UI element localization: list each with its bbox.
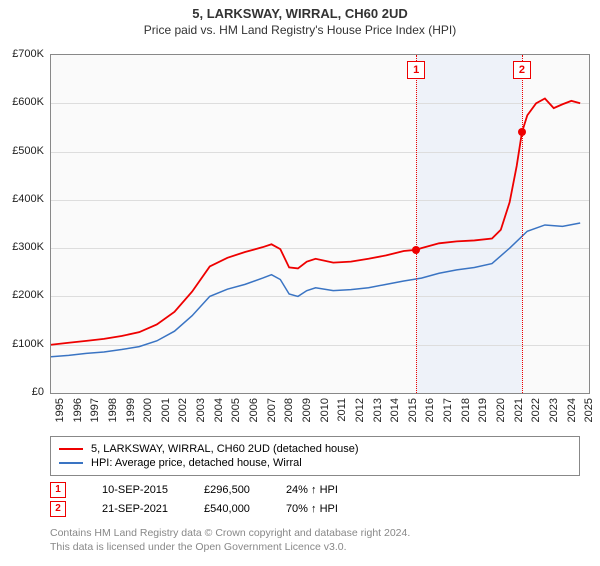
sale-marker-dot [412, 246, 420, 254]
legend-swatch [59, 448, 83, 450]
series-line-hpi [51, 223, 580, 357]
y-tick-label: £0 [32, 386, 44, 398]
sale-marker-dot [518, 128, 526, 136]
y-axis: £0£100K£200K£300K£400K£500K£600K£700K [0, 54, 48, 394]
attribution-line: Contains HM Land Registry data © Crown c… [50, 527, 580, 541]
x-tick-label: 2012 [354, 398, 366, 422]
x-tick-label: 2000 [142, 398, 154, 422]
x-tick-label: 2009 [301, 398, 313, 422]
y-tick-label: £600K [12, 96, 44, 108]
y-tick-label: £400K [12, 193, 44, 205]
x-tick-label: 2008 [283, 398, 295, 422]
chart-plot-area: 12 [50, 54, 590, 394]
y-tick-label: £500K [12, 145, 44, 157]
x-tick-label: 1995 [54, 398, 66, 422]
marker-guideline [416, 55, 417, 393]
page-title: 5, LARKSWAY, WIRRAL, CH60 2UD [0, 6, 600, 21]
x-tick-label: 2001 [160, 398, 172, 422]
x-tick-label: 2018 [460, 398, 472, 422]
x-tick-label: 2020 [495, 398, 507, 422]
sale-delta: 70% ↑ HPI [286, 503, 338, 515]
x-tick-label: 2023 [548, 398, 560, 422]
x-tick-label: 2013 [372, 398, 384, 422]
x-tick-label: 2006 [248, 398, 260, 422]
x-tick-label: 2021 [513, 398, 525, 422]
x-tick-label: 2014 [389, 398, 401, 422]
attribution: Contains HM Land Registry data © Crown c… [50, 527, 580, 554]
marker-guideline [522, 55, 523, 393]
x-tick-label: 2025 [583, 398, 595, 422]
x-tick-label: 2017 [442, 398, 454, 422]
sale-date: 21-SEP-2021 [102, 503, 168, 515]
x-tick-label: 2005 [230, 398, 242, 422]
sale-marker-icon: 2 [50, 501, 66, 517]
sale-marker-label: 2 [513, 61, 531, 79]
x-tick-label: 2003 [195, 398, 207, 422]
x-tick-label: 2010 [319, 398, 331, 422]
legend-label: 5, LARKSWAY, WIRRAL, CH60 2UD (detached … [91, 443, 359, 455]
legend-label: HPI: Average price, detached house, Wirr… [91, 457, 302, 469]
x-tick-label: 1997 [89, 398, 101, 422]
x-tick-label: 2011 [336, 398, 348, 422]
chart-svg [51, 55, 589, 393]
page-subtitle: Price paid vs. HM Land Registry's House … [0, 23, 600, 37]
x-tick-label: 2019 [477, 398, 489, 422]
x-tick-label: 2015 [407, 398, 419, 422]
legend: 5, LARKSWAY, WIRRAL, CH60 2UD (detached … [50, 436, 580, 476]
sale-row: 1 10-SEP-2015 £296,500 24% ↑ HPI [50, 482, 580, 498]
sale-marker-label: 1 [407, 61, 425, 79]
legend-swatch [59, 462, 83, 464]
x-tick-label: 1996 [72, 398, 84, 422]
legend-item-price-paid: 5, LARKSWAY, WIRRAL, CH60 2UD (detached … [59, 443, 571, 455]
x-tick-label: 2002 [177, 398, 189, 422]
sale-date: 10-SEP-2015 [102, 484, 168, 496]
x-axis: 1995 1996 1997 1998 1999 2000 2001 2002 2003 2004… [50, 396, 590, 436]
x-tick-label: 2024 [566, 398, 578, 422]
y-tick-label: £100K [12, 338, 44, 350]
legend-item-hpi: HPI: Average price, detached house, Wirr… [59, 457, 571, 469]
sale-marker-icon: 1 [50, 482, 66, 498]
x-tick-label: 1998 [107, 398, 119, 422]
sale-price: £540,000 [204, 503, 250, 515]
x-tick-label: 2004 [213, 398, 225, 422]
attribution-line: This data is licensed under the Open Gov… [50, 541, 580, 555]
x-tick-label: 2016 [424, 398, 436, 422]
sale-delta: 24% ↑ HPI [286, 484, 338, 496]
y-tick-label: £200K [12, 289, 44, 301]
sale-price: £296,500 [204, 484, 250, 496]
x-tick-label: 1999 [125, 398, 137, 422]
x-tick-label: 2007 [266, 398, 278, 422]
series-line-price_paid [51, 98, 580, 344]
y-tick-label: £700K [12, 48, 44, 60]
chart-container: 5, LARKSWAY, WIRRAL, CH60 2UD Price paid… [0, 6, 600, 566]
x-tick-label: 2022 [530, 398, 542, 422]
y-tick-label: £300K [12, 241, 44, 253]
sale-row: 2 21-SEP-2021 £540,000 70% ↑ HPI [50, 501, 580, 517]
sales-table: 1 10-SEP-2015 £296,500 24% ↑ HPI 2 21-SE… [50, 479, 580, 520]
